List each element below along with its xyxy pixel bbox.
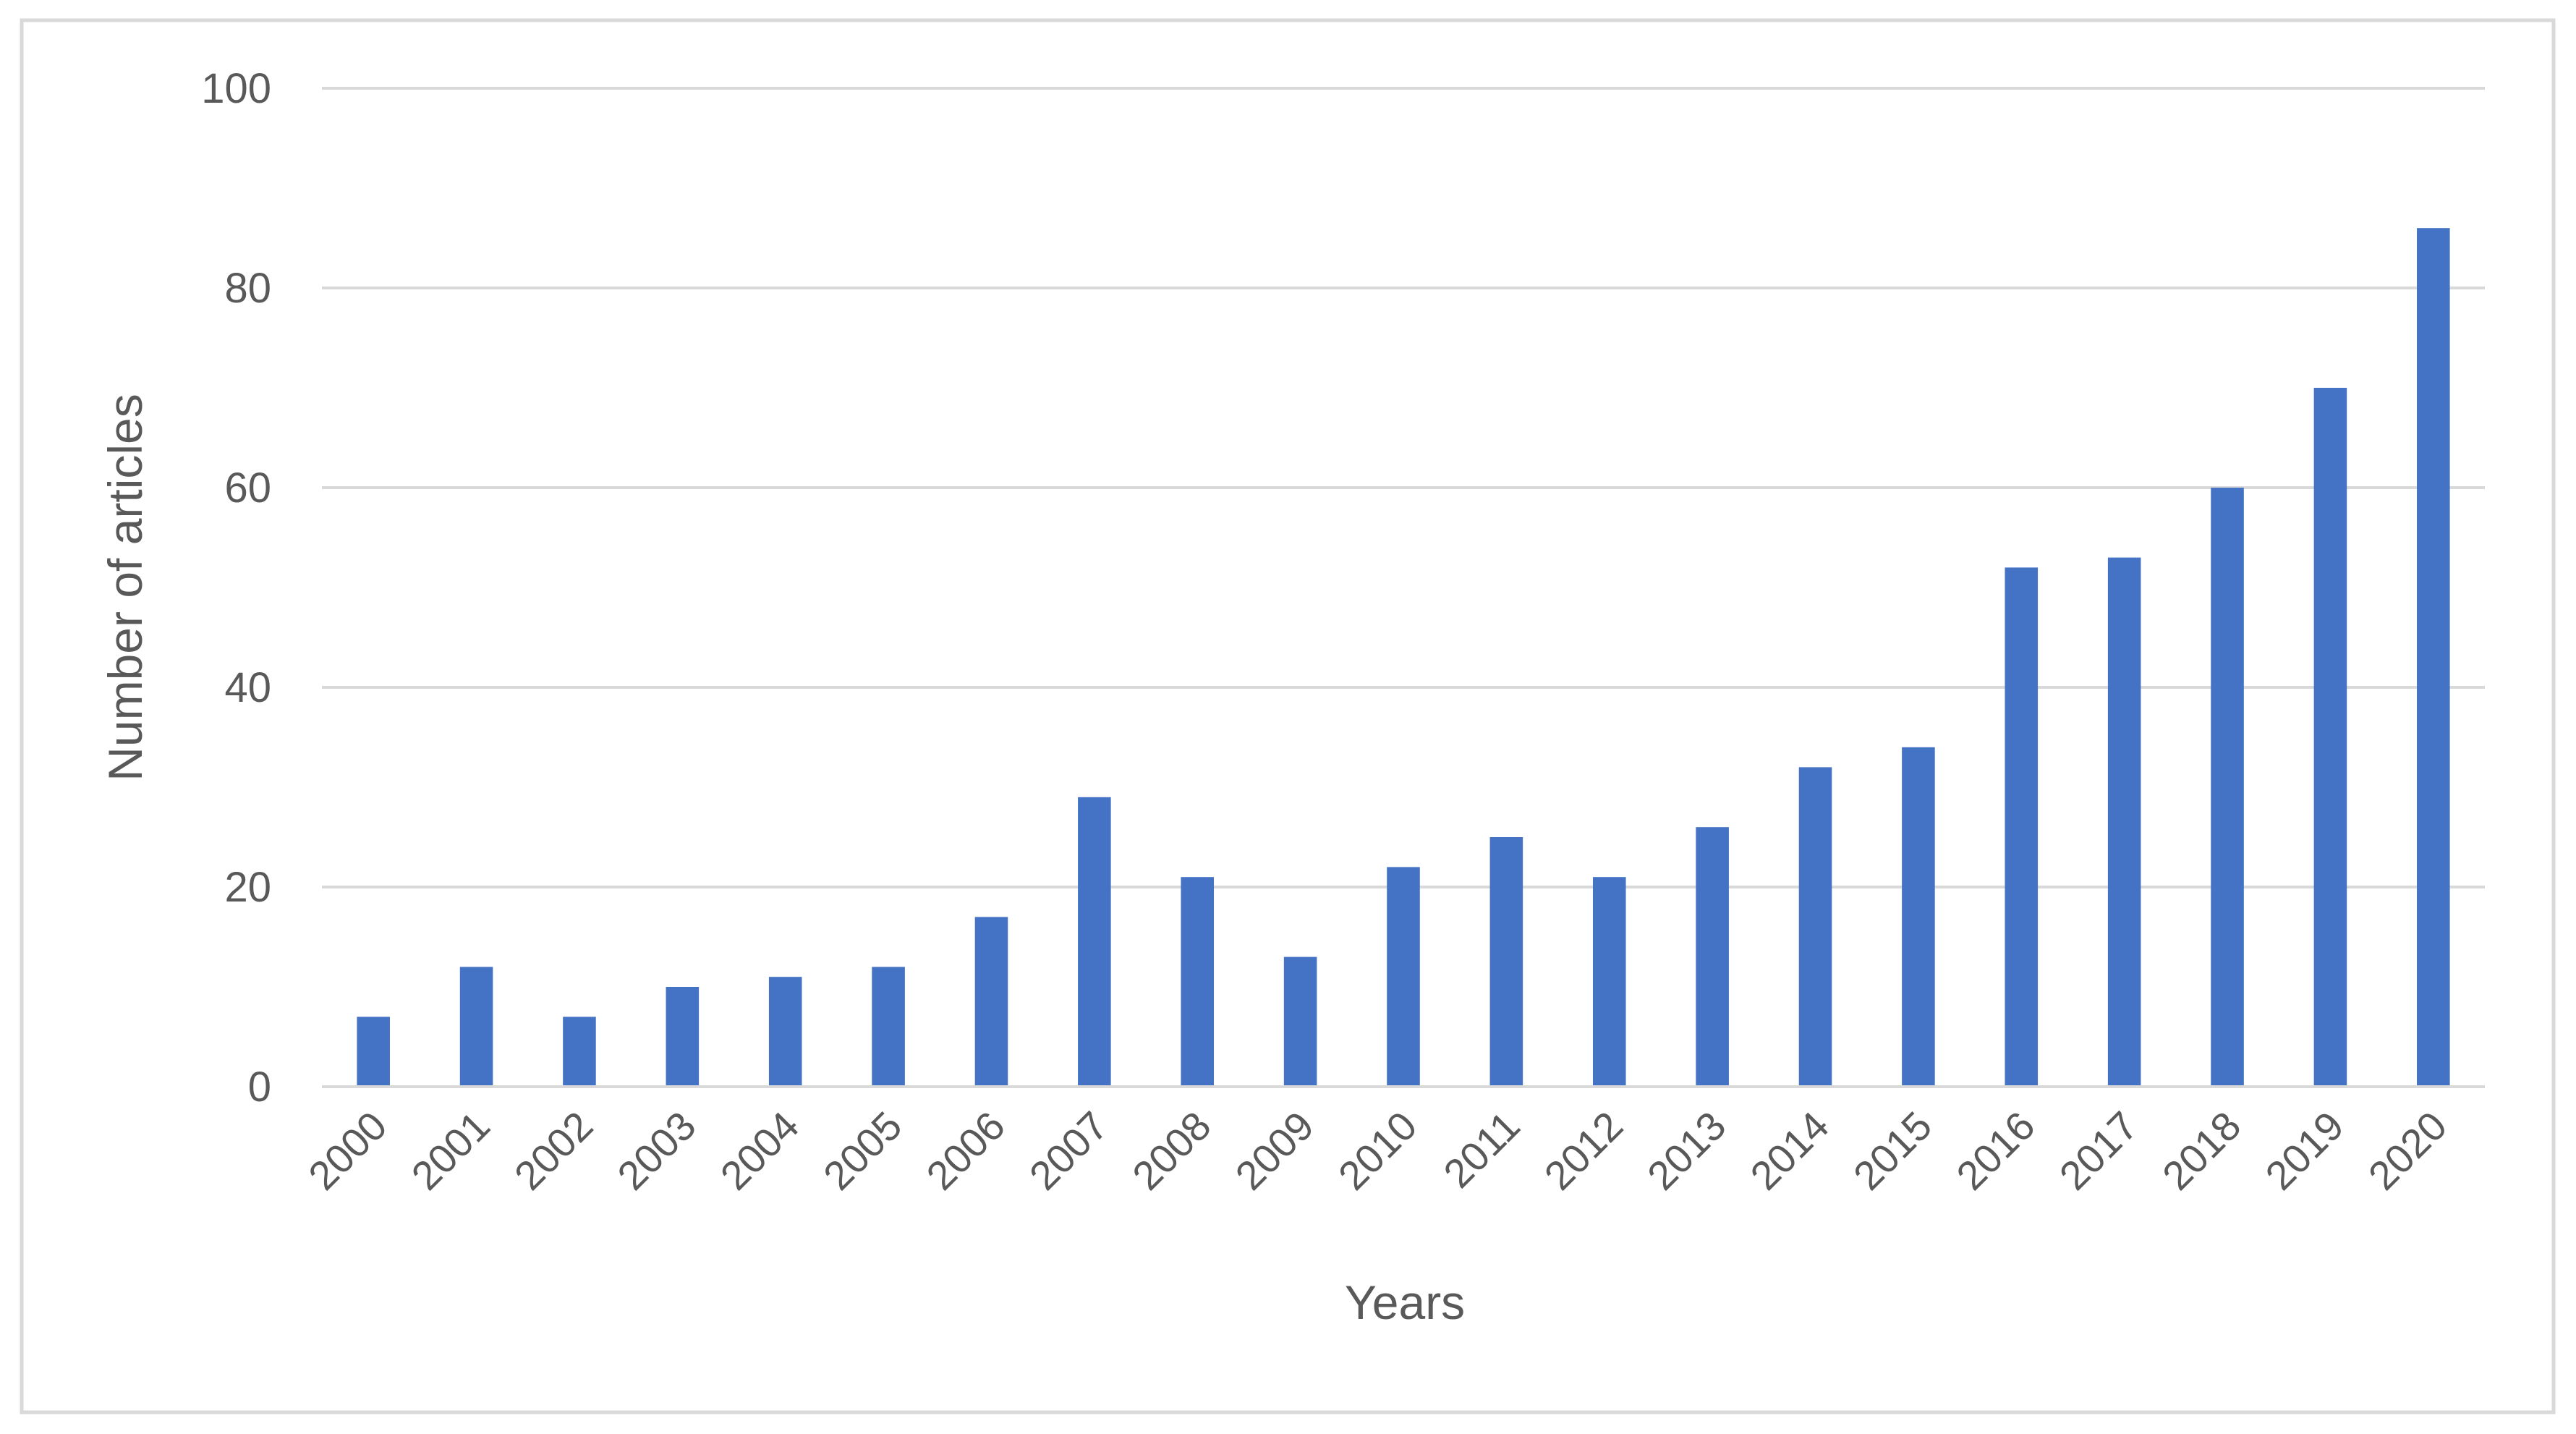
bar-2005 [872, 967, 905, 1087]
bar-2018 [2211, 488, 2244, 1087]
bar-2012 [1592, 877, 1626, 1087]
bar-2004 [768, 977, 802, 1087]
bar-2016 [2005, 567, 2039, 1087]
bar-2013 [1696, 827, 1729, 1087]
bars [357, 228, 2450, 1087]
chart-border [20, 18, 2556, 1414]
bar-2008 [1181, 877, 1215, 1087]
x-axis-title: Years [1345, 1276, 1465, 1329]
bar-2010 [1387, 867, 1420, 1087]
bar-2006 [974, 917, 1008, 1087]
bar-2011 [1489, 837, 1523, 1087]
bar-2002 [563, 1017, 596, 1087]
bar-2014 [1798, 767, 1832, 1087]
y-axis-title: Number of articles [98, 394, 152, 781]
bar-2015 [1902, 747, 1935, 1087]
y-tick-label: 0 [248, 1064, 271, 1111]
y-tick-label: 80 [224, 265, 271, 312]
y-axis-ticks: 0 20 40 60 80 100 [201, 65, 271, 1111]
bar-2003 [666, 987, 700, 1087]
bar-2019 [2313, 388, 2347, 1087]
bar-2000 [357, 1017, 390, 1087]
bar-2017 [2107, 557, 2141, 1087]
bar-2020 [2417, 228, 2450, 1087]
y-tick-label: 40 [224, 664, 271, 711]
y-tick-label: 20 [224, 864, 271, 911]
y-tick-label: 100 [201, 65, 271, 112]
bar-2001 [459, 967, 493, 1087]
bar-2009 [1283, 956, 1317, 1087]
y-tick-label: 60 [224, 464, 271, 512]
bar-2007 [1078, 797, 1111, 1087]
